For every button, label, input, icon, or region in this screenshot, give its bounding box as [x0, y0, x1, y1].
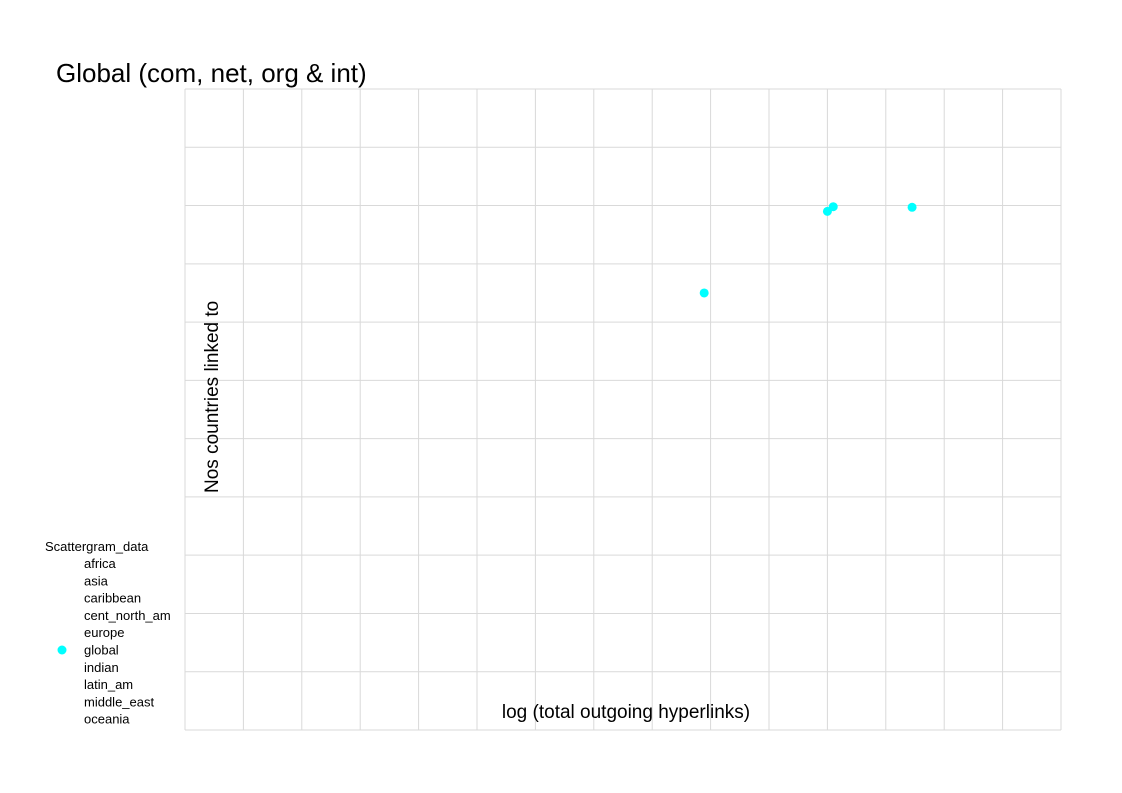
chart-title: Global (com, net, org & int)	[56, 58, 367, 88]
legend-item-latin_am: latin_am	[84, 677, 133, 692]
legend-item-africa: africa	[84, 556, 117, 571]
legend: Scattergram_data africa asia caribbean cent…	[45, 539, 171, 727]
x-axis-label: log (total outgoing hyperlinks)	[502, 702, 750, 723]
legend-item-indian: indian	[84, 660, 119, 675]
legend-item-caribbean: caribbean	[84, 591, 141, 606]
data-point-global	[828, 202, 838, 212]
legend-item-europe: europe	[84, 625, 124, 640]
legend-item-asia: asia	[84, 573, 109, 588]
legend-title: Scattergram_data	[45, 539, 149, 554]
legend-item-middle_east: middle_east	[84, 694, 154, 709]
y-axis-label: Nos countries linked to	[202, 301, 223, 493]
data-point-global	[907, 202, 917, 212]
legend-item-oceania: oceania	[84, 712, 130, 727]
legend-item-cent_north_am: cent_north_am	[84, 608, 171, 623]
legend-marker-global	[57, 645, 67, 655]
data-point-global	[699, 288, 709, 298]
data-points	[699, 202, 917, 298]
grid	[184, 88, 1062, 731]
legend-item-global: global	[84, 643, 119, 658]
